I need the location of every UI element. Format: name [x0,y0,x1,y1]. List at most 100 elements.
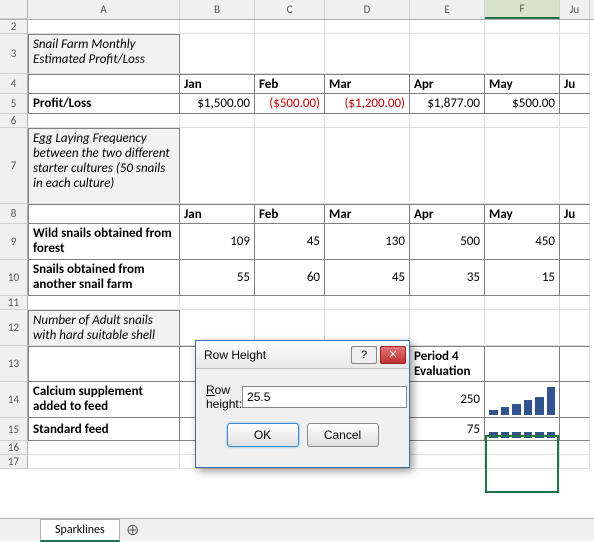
cell-G16[interactable] [560,441,590,455]
cancel-button[interactable]: Cancel [307,423,379,447]
cell-E17[interactable] [410,455,485,469]
cell-C2[interactable] [255,20,325,34]
cell-G11[interactable] [560,296,590,310]
cell-E11[interactable] [410,296,485,310]
month-apr-2[interactable]: Apr [410,204,485,224]
cell-C6[interactable] [255,114,325,128]
wild-feb[interactable]: 45 [255,224,325,260]
cell-F3[interactable] [485,34,560,74]
period4-header[interactable]: Period 4 Evaluation [410,346,485,382]
cell-B11[interactable] [180,296,255,310]
cell-G3[interactable] [560,34,590,74]
cell-G15[interactable] [560,418,590,441]
cell-F6[interactable] [485,114,560,128]
section2-title[interactable]: Egg Laying Frequency between the two dif… [28,128,180,204]
profit-apr[interactable]: $1,877.00 [410,94,485,114]
col-header-C[interactable]: C [255,0,325,19]
profit-loss-label[interactable]: Profit/Loss [28,94,180,114]
row-header-14[interactable]: 14 [0,382,28,418]
farm-snails-label[interactable]: Snails obtained from another snail farm [28,260,180,296]
cell-F17[interactable] [485,455,560,469]
cell-D2[interactable] [325,20,410,34]
profit-jan[interactable]: $1,500.00 [180,94,255,114]
cell-G2[interactable] [560,20,590,34]
month-jun-2[interactable]: Ju [560,204,590,224]
cell-G7[interactable] [560,128,590,204]
month-may-1[interactable]: May [485,74,560,94]
col-header-F[interactable]: F [485,0,560,19]
dialog-close-button[interactable]: ✕ [380,346,406,364]
farm-mar[interactable]: 45 [325,260,410,296]
col-header-A[interactable]: A [28,0,180,19]
add-sheet-button[interactable]: ⊕ [122,519,144,541]
cell-B3[interactable] [180,34,255,74]
cell-G10[interactable] [560,260,590,296]
select-all-corner[interactable] [0,0,28,19]
cell-A13[interactable] [28,346,180,382]
profit-may[interactable]: $500.00 [485,94,560,114]
row-header-15[interactable]: 15 [0,418,28,441]
wild-mar[interactable]: 130 [325,224,410,260]
cell-B6[interactable] [180,114,255,128]
cell-A16[interactable] [28,441,180,455]
month-jun-1[interactable]: Ju [560,74,590,94]
cell-G17[interactable] [560,455,590,469]
cell-G5[interactable] [560,94,590,114]
cell-E6[interactable] [410,114,485,128]
cell-A8[interactable] [28,204,180,224]
cell-E16[interactable] [410,441,485,455]
standard-feed-label[interactable]: Standard feed [28,418,180,441]
cell-C7[interactable] [255,128,325,204]
cell-F11[interactable] [485,296,560,310]
ok-button[interactable]: OK [227,423,299,447]
cell-A11[interactable] [28,296,180,310]
row-header-17[interactable]: 17 [0,455,28,469]
row-header-16[interactable]: 16 [0,441,28,455]
cell-B2[interactable] [180,20,255,34]
cell-C11[interactable] [255,296,325,310]
section3-title[interactable]: Number of Adult snails with hard suitabl… [28,310,180,346]
row-header-13[interactable]: 13 [0,346,28,382]
sparkline-f14[interactable] [485,382,560,418]
row-header-5[interactable]: 5 [0,94,28,114]
col-header-D[interactable]: D [325,0,410,19]
cell-F13[interactable] [485,346,560,382]
cell-A17[interactable] [28,455,180,469]
farm-jan[interactable]: 55 [180,260,255,296]
cell-F12[interactable] [485,310,560,346]
row-header-7[interactable]: 7 [0,128,28,204]
cell-D6[interactable] [325,114,410,128]
row-header-6[interactable]: 6 [0,114,28,128]
row-header-10[interactable]: 10 [0,260,28,296]
wild-jan[interactable]: 109 [180,224,255,260]
cell-A4[interactable] [28,74,180,94]
cell-G12[interactable] [560,310,590,346]
cell-E12[interactable] [410,310,485,346]
month-feb-2[interactable]: Feb [255,204,325,224]
row-header-9[interactable]: 9 [0,224,28,260]
month-jan-1[interactable]: Jan [180,74,255,94]
month-mar-2[interactable]: Mar [325,204,410,224]
row-header-3[interactable]: 3 [0,34,28,74]
farm-apr[interactable]: 35 [410,260,485,296]
sparkline-f15[interactable] [485,418,560,441]
dialog-help-button[interactable]: ? [351,346,377,364]
std-e[interactable]: 75 [410,418,485,441]
cell-B7[interactable] [180,128,255,204]
wild-snails-label[interactable]: Wild snails obtained from forest [28,224,180,260]
col-header-E[interactable]: E [410,0,485,19]
cell-A2[interactable] [28,20,180,34]
row-header-12[interactable]: 12 [0,310,28,346]
calcium-label[interactable]: Calcium supplement added to feed [28,382,180,418]
cell-G9[interactable] [560,224,590,260]
row-height-input[interactable] [242,386,407,408]
cell-C3[interactable] [255,34,325,74]
cell-E3[interactable] [410,34,485,74]
month-apr-1[interactable]: Apr [410,74,485,94]
cell-G14[interactable] [560,382,590,418]
row-header-8[interactable]: 8 [0,204,28,224]
cell-F2[interactable] [485,20,560,34]
tab-sparklines[interactable]: Sparklines [40,519,120,542]
wild-apr[interactable]: 500 [410,224,485,260]
cell-F7[interactable] [485,128,560,204]
